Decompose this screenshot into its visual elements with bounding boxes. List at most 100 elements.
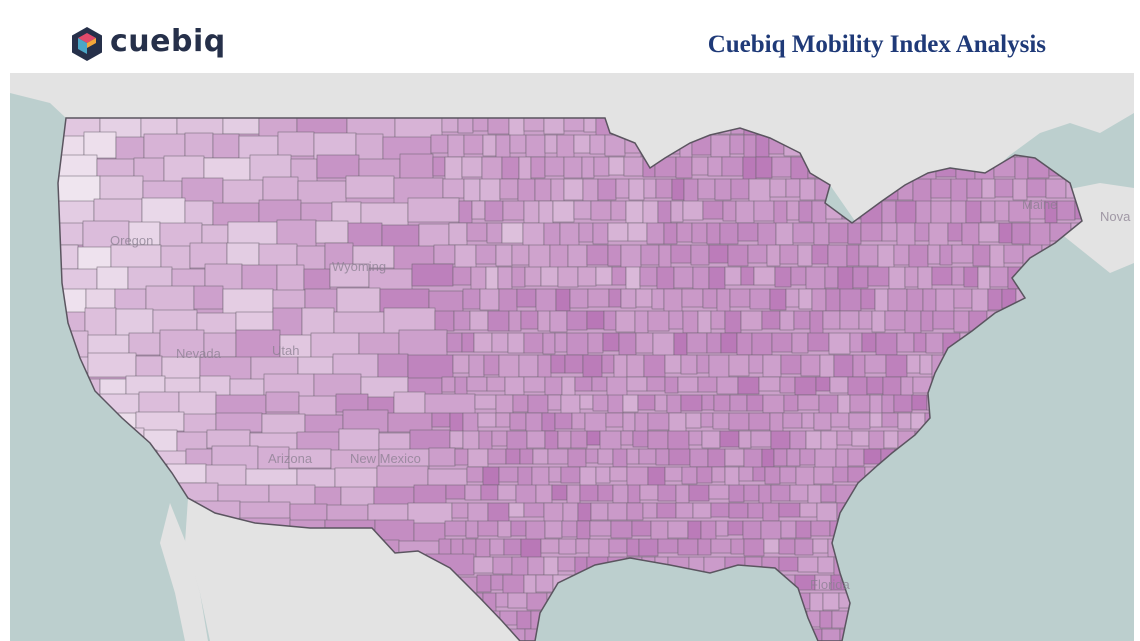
county-region[interactable] (812, 538, 829, 554)
county-region[interactable] (677, 538, 699, 556)
county-region[interactable] (973, 354, 989, 378)
county-region[interactable] (701, 394, 715, 411)
county-region[interactable] (920, 310, 934, 332)
choropleth-map[interactable]: Wyoming Nevada Arizona New Mexico Oregon… (10, 73, 1134, 641)
county-region[interactable] (50, 447, 83, 473)
county-region[interactable] (550, 354, 566, 374)
county-region[interactable] (1004, 448, 1020, 469)
county-region[interactable] (544, 430, 559, 451)
county-region[interactable] (836, 430, 853, 446)
county-region[interactable] (1056, 200, 1076, 221)
county-region[interactable] (757, 222, 777, 247)
county-region[interactable] (780, 628, 803, 641)
county-region[interactable] (454, 244, 477, 269)
county-region[interactable] (1043, 574, 1059, 595)
county-region[interactable] (710, 610, 728, 631)
county-region[interactable] (904, 266, 919, 288)
county-region[interactable] (345, 175, 395, 199)
county-region[interactable] (981, 412, 997, 431)
county-region[interactable] (762, 354, 782, 378)
county-region[interactable] (1052, 520, 1070, 537)
county-region[interactable] (1087, 629, 1103, 641)
county-region[interactable] (894, 448, 915, 468)
county-region[interactable] (592, 222, 609, 245)
county-region[interactable] (666, 394, 682, 414)
county-region[interactable] (728, 354, 750, 377)
county-region[interactable] (729, 134, 745, 155)
county-region[interactable] (1073, 466, 1092, 487)
county-region[interactable] (485, 266, 499, 291)
county-region[interactable] (557, 430, 572, 449)
county-region[interactable] (940, 394, 962, 411)
county-region[interactable] (584, 412, 607, 433)
county-region[interactable] (847, 222, 862, 245)
county-region[interactable] (50, 554, 93, 580)
county-region[interactable] (770, 484, 791, 502)
county-region[interactable] (1046, 288, 1062, 311)
county-region[interactable] (495, 412, 511, 428)
county-region[interactable] (975, 538, 990, 559)
county-region[interactable] (771, 332, 793, 353)
county-region[interactable] (877, 610, 891, 628)
county-region[interactable] (181, 177, 224, 205)
county-region[interactable] (484, 200, 504, 222)
county-region[interactable] (1008, 628, 1024, 641)
county-region[interactable] (495, 244, 513, 267)
county-region[interactable] (50, 412, 89, 434)
county-region[interactable] (740, 310, 763, 331)
county-region[interactable] (750, 430, 772, 448)
county-region[interactable] (918, 484, 934, 501)
county-region[interactable] (519, 448, 534, 465)
county-region[interactable] (851, 574, 869, 591)
county-region[interactable] (871, 592, 894, 612)
county-region[interactable] (702, 200, 724, 220)
county-region[interactable] (978, 556, 993, 577)
county-region[interactable] (355, 133, 384, 164)
county-region[interactable] (769, 178, 787, 198)
county-region[interactable] (906, 288, 924, 313)
county-region[interactable] (1030, 484, 1053, 504)
county-region[interactable] (1045, 310, 1061, 334)
county-region[interactable] (755, 156, 773, 179)
county-region[interactable] (710, 310, 726, 330)
county-region[interactable] (682, 200, 704, 221)
county-region[interactable] (761, 448, 775, 468)
county-region[interactable] (679, 628, 700, 641)
county-region[interactable] (487, 310, 510, 332)
county-region[interactable] (675, 502, 694, 519)
county-region[interactable] (813, 466, 834, 485)
county-region[interactable] (1057, 332, 1072, 357)
county-region[interactable] (548, 610, 562, 629)
county-region[interactable] (675, 484, 690, 504)
county-region[interactable] (716, 376, 739, 395)
county-region[interactable] (697, 610, 712, 630)
county-region[interactable] (983, 376, 1006, 397)
county-region[interactable] (604, 628, 618, 641)
county-region[interactable] (50, 572, 99, 592)
county-region[interactable] (908, 244, 929, 269)
county-region[interactable] (527, 556, 545, 576)
county-region[interactable] (966, 178, 983, 199)
county-region[interactable] (882, 376, 902, 397)
county-region[interactable] (892, 592, 912, 610)
county-region[interactable] (593, 156, 610, 177)
county-region[interactable] (935, 288, 955, 313)
county-region[interactable] (990, 448, 1006, 464)
county-region[interactable] (943, 448, 963, 464)
county-region[interactable] (959, 332, 977, 355)
county-region[interactable] (1017, 538, 1037, 559)
county-region[interactable] (655, 178, 673, 199)
county-region[interactable] (819, 610, 833, 629)
county-region[interactable] (1083, 135, 1098, 156)
county-region[interactable] (538, 200, 554, 225)
county-region[interactable] (1092, 611, 1112, 626)
county-region[interactable] (773, 448, 788, 467)
county-region[interactable] (475, 244, 497, 265)
county-region[interactable] (461, 332, 475, 353)
county-region[interactable] (858, 310, 873, 330)
county-region[interactable] (813, 412, 832, 431)
county-region[interactable] (570, 628, 591, 641)
county-region[interactable] (697, 376, 718, 393)
county-region[interactable] (544, 156, 565, 177)
county-region[interactable] (710, 502, 730, 518)
